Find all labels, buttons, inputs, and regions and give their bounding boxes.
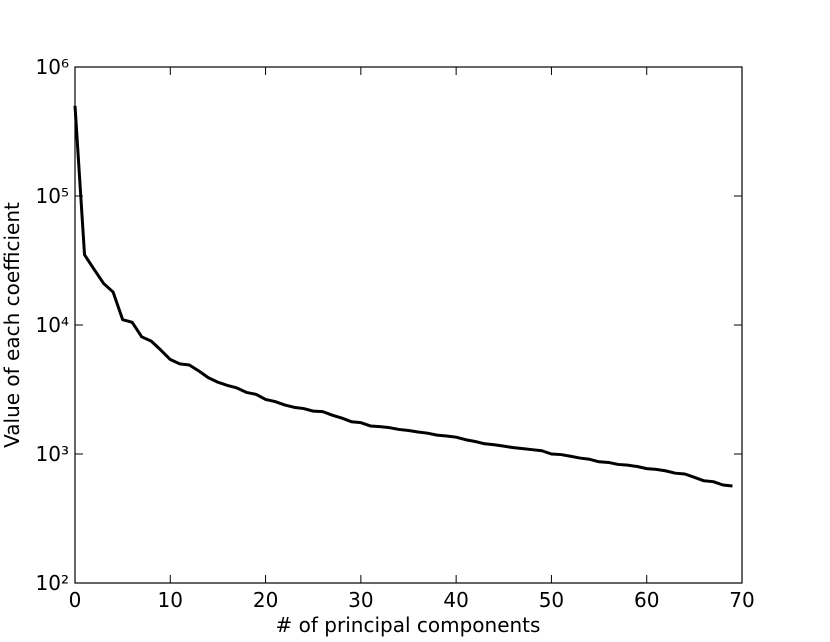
y-tick-label: 10² [36,571,69,595]
y-axis-label: Value of each coefficient [0,202,24,448]
x-tick-label: 40 [443,588,468,612]
y-tick-label: 10⁴ [36,313,69,337]
x-tick-label: 20 [253,588,278,612]
x-tick-label: 60 [634,588,659,612]
x-tick-label: 50 [539,588,564,612]
y-tick-label: 10⁵ [36,184,69,208]
y-tick-label: 10⁶ [36,55,69,79]
x-tick-label: 0 [69,588,82,612]
y-tick-label: 10³ [36,442,69,466]
x-tick-label: 10 [158,588,183,612]
data-line [73,105,733,488]
x-tick-label: 70 [729,588,754,612]
x-tick-label: 30 [348,588,373,612]
plot-frame [74,66,743,584]
x-axis-label: # of principal components [276,613,541,637]
